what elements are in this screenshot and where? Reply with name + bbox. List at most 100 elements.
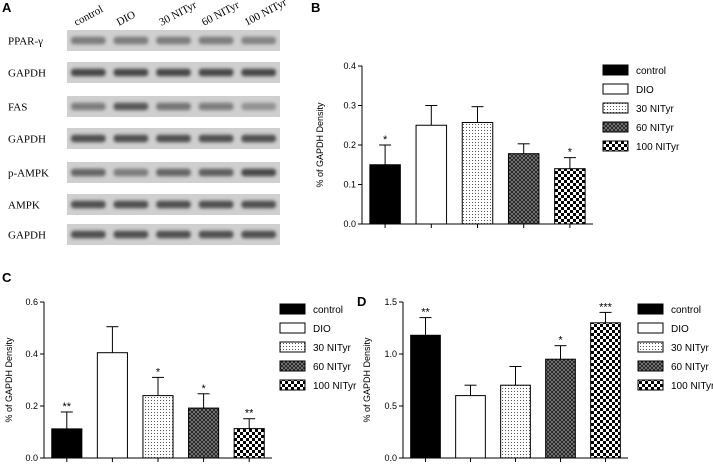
y-tick-label: 0.0: [343, 219, 356, 229]
legend-swatch: [279, 360, 306, 372]
y-tick-label: 0.1: [343, 180, 356, 190]
legend-label: 100 NITyr: [636, 142, 680, 153]
legend-label: 60 NITyr: [671, 362, 709, 373]
blot-band: [113, 134, 149, 143]
blot-band: [241, 230, 276, 239]
legend-label: 60 NITyr: [636, 123, 674, 134]
y-tick-label: 1.5: [384, 297, 397, 307]
significance-marker: *: [558, 335, 563, 347]
blot-band: [198, 200, 234, 209]
blot-band: [113, 230, 149, 239]
legend-label: 100 NITyr: [671, 381, 713, 392]
blot-row: PPAR-γ: [8, 30, 280, 51]
bar: [455, 395, 486, 459]
lane-label: DIO: [115, 9, 138, 29]
blot-band: [71, 134, 106, 143]
legend-label: 30 NITyr: [671, 343, 709, 354]
legend-label: 30 NITyr: [313, 343, 351, 354]
legend-swatch: [602, 64, 629, 76]
y-tick-label: 0.0: [25, 453, 38, 463]
blot-band: [156, 168, 191, 177]
blot-band: [241, 200, 276, 209]
significance-marker: **: [421, 307, 430, 319]
legend-swatch: [637, 360, 664, 372]
bar: [233, 428, 265, 459]
y-tick-label: 0.0: [384, 453, 397, 463]
legend-swatch: [602, 102, 629, 114]
blot-row-label: GAPDH: [8, 68, 46, 80]
y-tick-label: 0.3: [343, 101, 356, 111]
legend-swatch: [279, 303, 306, 315]
blot-band: [113, 168, 149, 177]
lane-label: 60 NITyr: [200, 0, 242, 29]
bar: [188, 407, 220, 459]
y-tick-label: 0.6: [25, 297, 38, 307]
blot-row: GAPDH: [8, 128, 280, 149]
blot-row: AMPK: [8, 194, 280, 215]
legend-label: 60 NITyr: [313, 362, 351, 373]
legend-swatch: [602, 140, 629, 152]
blot-band: [241, 134, 276, 143]
y-axis-label: % of GAPDH Density: [362, 337, 372, 423]
legend-swatch: [279, 322, 306, 334]
panel-c-letter: C: [2, 270, 12, 285]
blot-band: [198, 230, 234, 239]
blot-row: GAPDH: [8, 62, 280, 83]
significance-marker: *: [156, 366, 161, 378]
blot-band: [198, 134, 234, 143]
blot-row-label: GAPDH: [8, 230, 46, 242]
blot-band: [156, 134, 191, 143]
blot-band: [198, 36, 234, 45]
blot-band: [241, 68, 276, 77]
bar: [410, 334, 441, 459]
y-tick-label: 0.2: [343, 140, 356, 150]
chart-c: 0.00.20.40.6% of GAPDH Density ******cont…: [4, 297, 357, 463]
legend-swatch: [602, 83, 629, 95]
bar: [96, 352, 128, 459]
blot-band: [113, 102, 149, 111]
blot-band: [71, 68, 106, 77]
blot-band: [198, 102, 234, 111]
legend-swatch: [279, 341, 306, 353]
blot-band: [156, 68, 191, 77]
blot-row-label: FAS: [8, 102, 27, 114]
blot-row-label: GAPDH: [8, 134, 46, 146]
blot-band: [156, 102, 191, 111]
y-tick-label: 0.4: [25, 349, 38, 359]
lane-labels: control DIO 30 NITyr 60 NITyr 100 NITyr: [72, 0, 289, 29]
blot-band: [113, 200, 149, 209]
blot-row: p-AMPK: [8, 162, 280, 183]
y-axis-label: % of GAPDH Density: [315, 102, 325, 188]
panel-b-letter: B: [311, 0, 320, 15]
chart-d: 0.00.51.01.5% of GAPDH Density****** cont…: [362, 297, 713, 463]
blot-band: [71, 168, 106, 177]
bar: [369, 164, 401, 225]
lane-label: control: [72, 3, 105, 28]
bar: [500, 384, 531, 459]
bar: [554, 168, 586, 225]
lane-label: 30 NITyr: [157, 0, 199, 29]
bar: [461, 121, 494, 225]
blot-band: [71, 200, 106, 209]
significance-marker: *: [383, 134, 388, 146]
legend-swatch: [637, 303, 664, 315]
legend-label: 30 NITyr: [636, 104, 674, 115]
blot-band: [241, 168, 276, 177]
significance-marker: *: [201, 383, 206, 395]
bar: [142, 395, 174, 459]
chart-b: 0.0 0.1 0.2 0.3 0.4 % of GAPDH Density * * contr…: [315, 61, 680, 229]
blot-row: GAPDH: [8, 224, 280, 245]
legend-swatch: [279, 379, 306, 391]
legend-swatch: [602, 121, 629, 133]
legend-swatch: [637, 379, 664, 391]
legend-label: DIO: [313, 324, 331, 335]
blot-band: [71, 230, 106, 239]
bar: [590, 322, 621, 459]
blot-band: [71, 102, 106, 111]
significance-marker: *: [568, 147, 573, 159]
blot-rows: PPAR-γ GAPDH FAS GAPDH p-AMPK AMPK GAPDH: [8, 30, 280, 245]
legend-label: control: [636, 66, 666, 77]
legend-swatch: [637, 341, 664, 353]
lane-label: 100 NITyr: [242, 0, 289, 29]
